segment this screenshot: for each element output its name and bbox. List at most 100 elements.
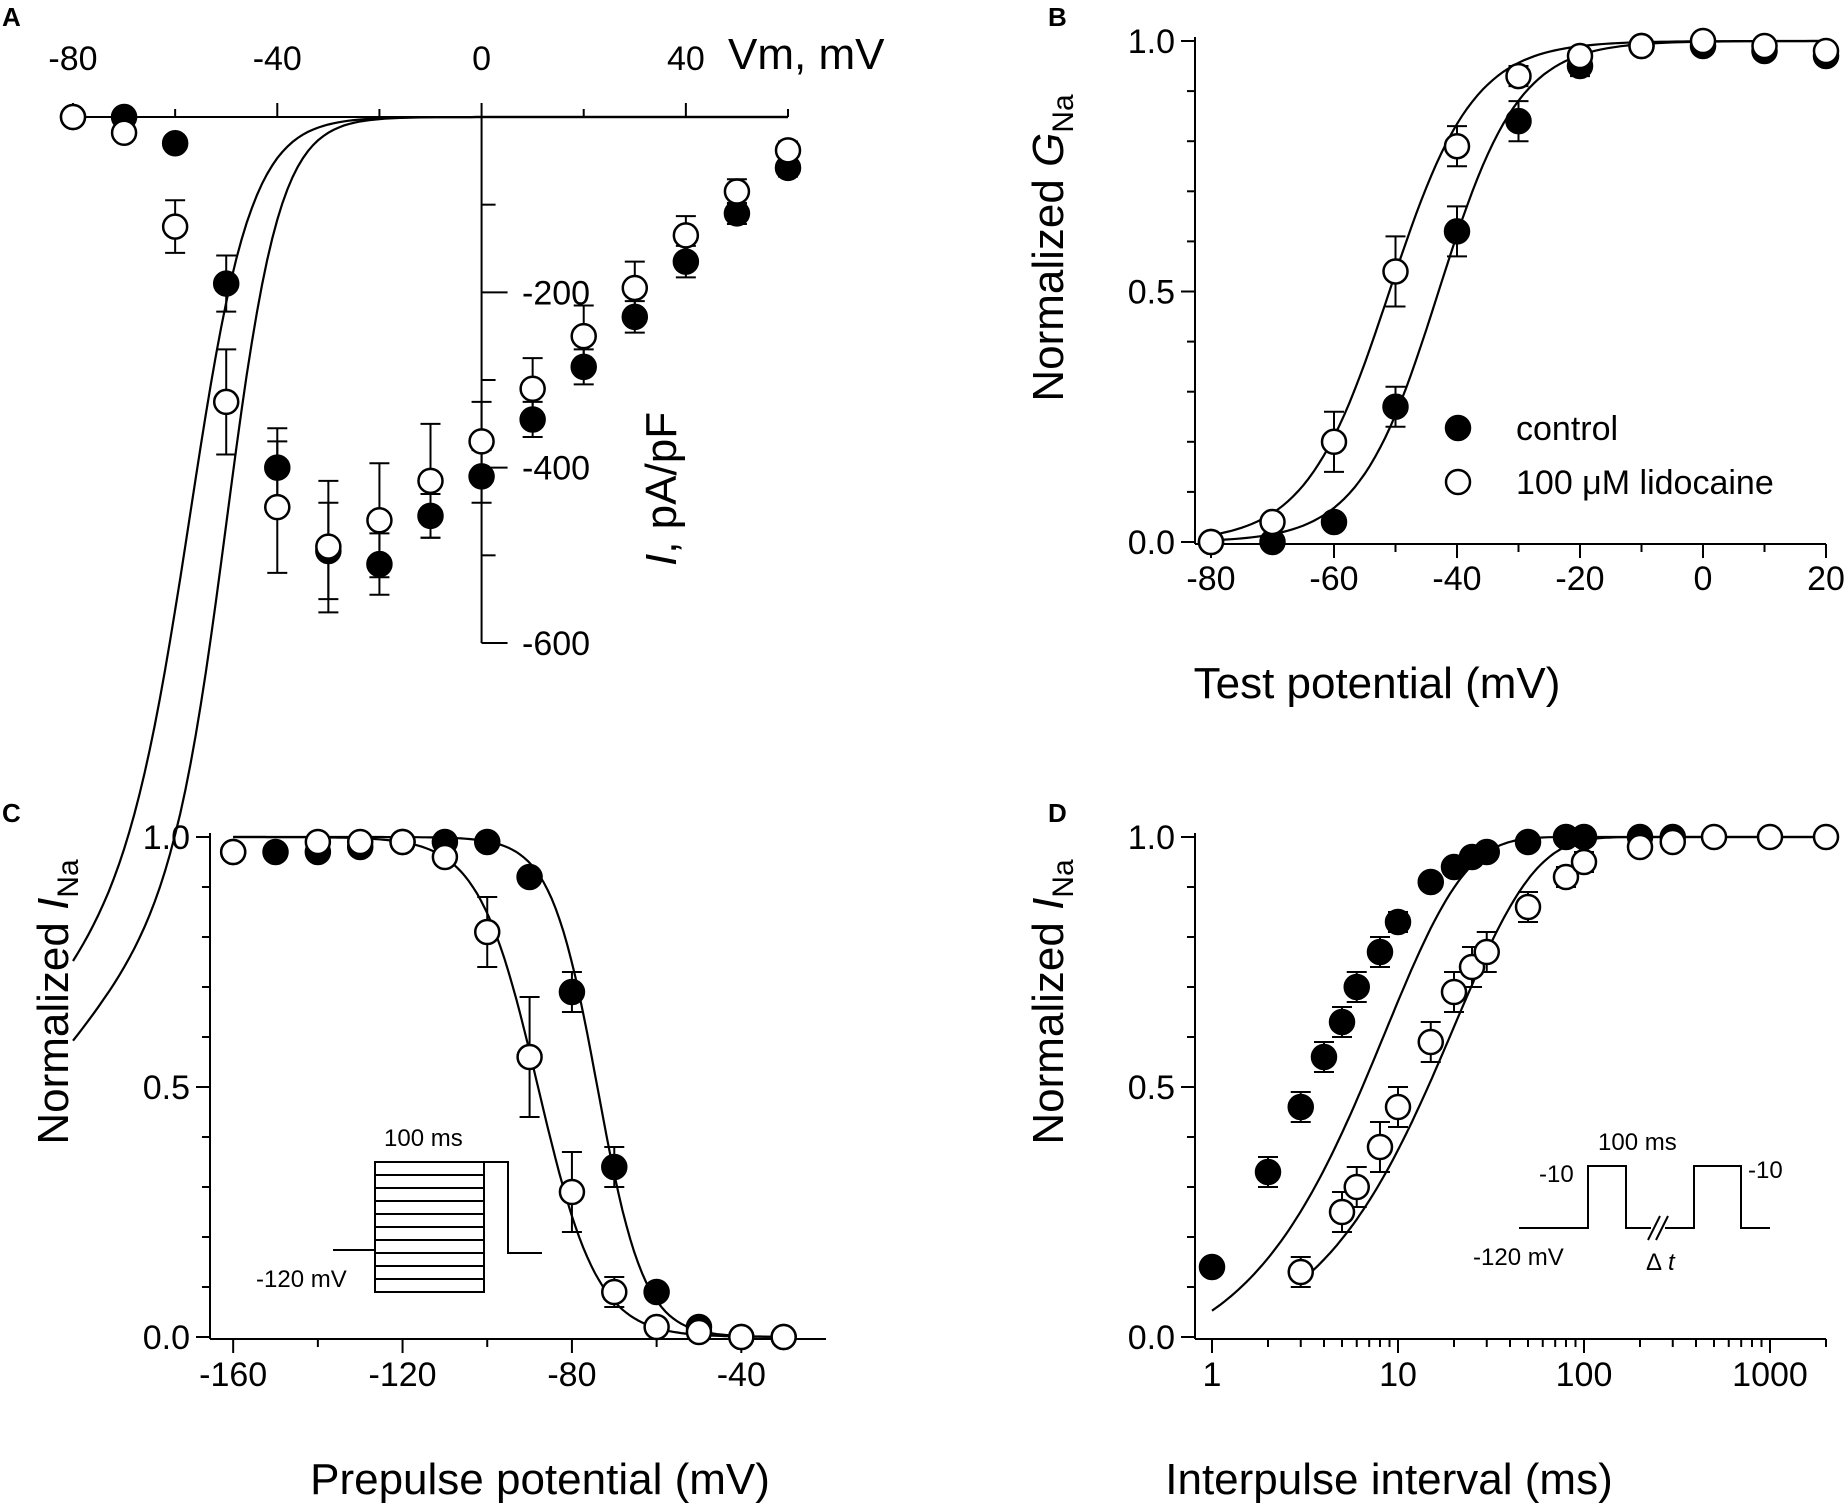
inset-d-duration-label: 100 ms <box>1598 1129 1677 1156</box>
panel-c-x-tick-label: -120 <box>369 1356 437 1394</box>
panel-b-lidocaine-marker <box>1197 528 1225 556</box>
panel-c-protocol-inset: 100 ms -120 mV <box>256 1125 542 1293</box>
panel-d-y-axis-label: Normalized INa <box>1024 859 1080 1145</box>
panel-d-lidocaine-marker <box>1659 828 1687 856</box>
panel-b-x-tick-label: 0 <box>1694 560 1713 598</box>
panel-d-y-label-sub: Na <box>1047 859 1080 898</box>
panel-c-lidocaine-marker <box>516 1043 543 1071</box>
inset-c-duration-label: 100 ms <box>384 1125 463 1152</box>
legend-lidocaine-marker <box>1444 468 1472 496</box>
panel-a-lidocaine-marker <box>468 428 495 455</box>
panel-b-x-tick-label: 20 <box>1807 560 1845 598</box>
panel-a-lidocaine-fit <box>72 115 788 962</box>
panel-d-x-tick-label: 1 <box>1203 1356 1222 1394</box>
panel-a-lidocaine-marker <box>774 137 802 164</box>
panel-a-y-axis-label: I, pA/pF <box>637 412 686 566</box>
panel-d-control-marker <box>1343 973 1370 1001</box>
panel-b-lidocaine-fit <box>1210 39 1826 537</box>
panel-a-tick-labels: -80 -40 0 40-200-400-600 <box>48 40 704 663</box>
panel-d-lidocaine-marker <box>1440 978 1468 1006</box>
panel-d-lidocaine-marker <box>1328 1198 1356 1226</box>
panel-d-control-marker <box>1417 868 1445 896</box>
panel-d-y-label-italic: I <box>1024 898 1073 910</box>
panel-b-lidocaine-marker <box>1443 132 1471 160</box>
panel-c-axes <box>196 833 826 1353</box>
panel-c-tick-labels: -160 -120 -80 -40 0.0 0.5 1.0 <box>143 819 766 1394</box>
panel-d-lidocaine-marker <box>1384 1093 1412 1121</box>
panel-c-lidocaine-marker <box>346 828 374 856</box>
panel-d-y-tick-label: 0.5 <box>1128 1069 1175 1107</box>
inset-c-holding-label: -120 mV <box>256 1266 347 1293</box>
inset-d-holding-label: -120 mV <box>1473 1244 1564 1271</box>
inset-d-level-right: -10 <box>1748 1157 1783 1184</box>
panel-b-lidocaine-marker <box>1751 32 1778 60</box>
panel-a-lidocaine-marker <box>315 533 342 560</box>
panel-d-lidocaine-marker <box>1756 823 1784 851</box>
inset-c-test-pulse <box>484 1161 542 1254</box>
panel-c-markers <box>219 828 797 1351</box>
panel-d-lidocaine-marker <box>1552 863 1580 891</box>
panel-a-control-marker <box>672 248 700 275</box>
panel-d-x-tick-label: 100 <box>1556 1356 1613 1394</box>
panel-c-control-marker <box>516 863 543 891</box>
panel-a-x-tick-label: 40 <box>667 40 705 78</box>
panel-b-y-label-italic: G <box>1024 133 1073 167</box>
panel-a-y-tick-label: -200 <box>522 274 590 312</box>
panel-a-y-label-rest: , pA/pF <box>637 412 686 554</box>
panel-d-lidocaine-marker <box>1700 823 1728 851</box>
panel-c-lidocaine-marker <box>389 828 416 856</box>
panel-c-y-tick-label: 1.0 <box>143 819 190 857</box>
panel-d-lidocaine-fit <box>1299 835 1826 1283</box>
inset-c-trace <box>333 1161 542 1293</box>
panel-c-lidocaine-marker <box>770 1323 797 1351</box>
panel-c: C -160 -120 -80 -40 0.0 0.5 1.0 Prepulse poten… <box>2 798 826 1504</box>
panel-a-lidocaine-marker <box>417 467 444 495</box>
inset-d-delta: Δ <box>1646 1249 1662 1276</box>
panel-a-control-marker <box>723 200 751 227</box>
panel-d-lidocaine-marker <box>1287 1258 1314 1286</box>
panel-a-control-marker <box>468 463 495 490</box>
panel-a-lidocaine-marker <box>366 507 393 534</box>
panel-a-control-marker <box>264 454 291 481</box>
panel-a-lidocaine-marker <box>212 388 240 416</box>
panel-a-x-axis-label: Vm, mV <box>728 30 885 79</box>
panel-c-y-tick-label: 0.0 <box>143 1319 190 1357</box>
panel-a-lidocaine-marker <box>59 103 87 131</box>
panel-c-lidocaine-marker <box>473 918 501 946</box>
panel-d-control-marker <box>1198 1253 1226 1281</box>
panel-d-control-marker <box>1287 1093 1314 1121</box>
panel-c-lidocaine-marker <box>685 1318 713 1346</box>
legend-control-label: control <box>1516 410 1618 448</box>
panel-c-lidocaine-marker <box>601 1278 628 1306</box>
panel-b-x-tick-label: -60 <box>1309 560 1358 598</box>
panel-c-control-marker <box>473 828 501 856</box>
panel-d-x-tick-label: 1000 <box>1732 1356 1808 1394</box>
panel-a-fit-curves <box>72 115 788 1042</box>
panel-c-control-marker <box>601 1153 628 1181</box>
panel-b-x-axis-label: Test potential (mV) <box>1194 659 1561 708</box>
inset-d-first-pulse <box>1519 1165 1651 1229</box>
panel-b-x-tick-label: -40 <box>1432 560 1481 598</box>
panel-d-markers <box>1198 823 1840 1286</box>
panel-d-control-marker <box>1570 823 1598 851</box>
panel-c-lidocaine-marker <box>219 838 247 866</box>
panel-b-control-marker <box>1320 508 1348 536</box>
panel-d-control-marker <box>1514 828 1542 856</box>
panel-d-y-label-prefix: Normalized <box>1024 910 1073 1145</box>
panel-b-lidocaine-marker <box>1566 42 1594 70</box>
panel-d-letter: D <box>1048 798 1067 828</box>
panel-c-lidocaine-marker <box>558 1178 586 1206</box>
panel-d-lidocaine-marker <box>1812 823 1840 851</box>
inset-d-axis-break <box>1647 1215 1669 1241</box>
panel-b-lidocaine-marker <box>1382 258 1409 285</box>
panel-a-control-marker <box>570 353 597 381</box>
inset-d-trace <box>1519 1165 1770 1241</box>
panel-c-y-axis-label: Normalized INa <box>29 859 85 1145</box>
panel-a-lidocaine-marker <box>570 322 597 350</box>
panel-c-lidocaine-marker <box>728 1323 755 1351</box>
panel-b-y-tick-label: 0.0 <box>1128 524 1175 562</box>
panel-c-y-tick-label: 0.5 <box>143 1069 190 1107</box>
panel-b-y-tick-label: 1.0 <box>1128 23 1175 61</box>
